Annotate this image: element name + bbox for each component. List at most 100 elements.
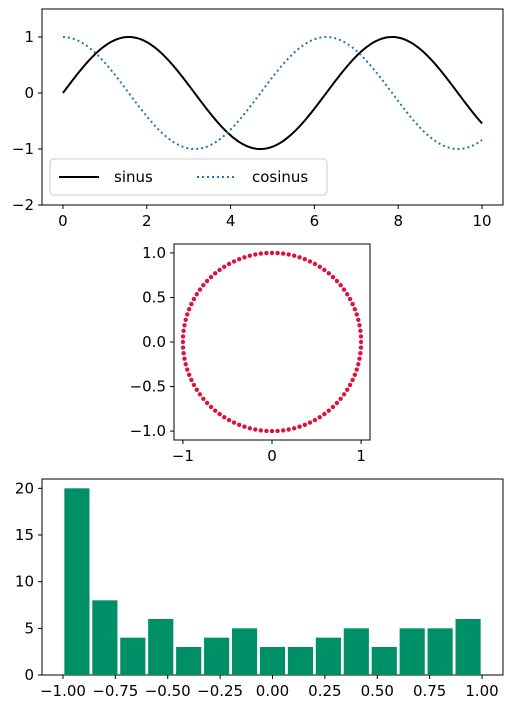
scatter-point [350, 377, 355, 383]
scatter-point [217, 267, 222, 273]
histogram-bar [371, 647, 397, 675]
scatter-point [242, 255, 247, 260]
scatter-point [191, 296, 197, 302]
histogram-ytick-label: 0 [24, 666, 34, 684]
scatter-chart-xtick-label: 1 [356, 447, 366, 465]
scatter-point [297, 255, 302, 260]
histogram-xtick-label: −0.25 [197, 682, 243, 700]
scatter-point [208, 274, 214, 280]
scatter-point [347, 382, 353, 388]
line-chart-xtick-label: 8 [393, 212, 403, 230]
scatter-point [356, 361, 361, 367]
scatter-point [330, 404, 336, 410]
scatter-chart-ytick-label: 1.0 [142, 244, 166, 262]
histogram-xtick-label: 0.25 [308, 682, 341, 700]
scatter-point [317, 415, 322, 420]
scatter-point [358, 334, 364, 339]
line-chart-ytick-label: 0 [24, 84, 34, 102]
histogram-chart: −1.00 −0.75 −0.50 −0.25 0.00 0.25 0.50 0.75 1.00… [15, 478, 504, 700]
line-chart-ytick-label: −2 [12, 196, 34, 214]
histogram-ytick-label: 10 [15, 573, 34, 591]
scatter-point [352, 307, 358, 312]
scatter-point [341, 392, 347, 397]
series-cosinus-line [62, 36, 483, 151]
scatter-point [297, 424, 302, 429]
histogram-xtick-label: 0.00 [256, 682, 289, 700]
scatter-point [237, 256, 242, 262]
scatter-point [326, 271, 331, 276]
histogram-ticks: −1.00 −0.75 −0.50 −0.25 0.00 0.25 0.50 0.75 1.00… [15, 479, 499, 700]
scatter-point [253, 427, 258, 432]
scatter-point [253, 252, 258, 257]
scatter-point [242, 424, 247, 429]
scatter-point [358, 328, 363, 334]
scatter-point [354, 312, 359, 317]
scatter-point [322, 411, 327, 417]
histogram-xtick-label: 0.50 [361, 682, 394, 700]
scatter-point [322, 267, 327, 273]
histogram-bar [64, 488, 90, 675]
line-chart-xtick-label: 0 [58, 212, 68, 230]
histogram-xtick-label: 0.75 [413, 682, 446, 700]
scatter-point [350, 301, 355, 307]
scatter-point [317, 264, 322, 269]
scatter-point [186, 372, 192, 377]
histogram-bars [64, 488, 481, 675]
scatter-point [291, 426, 297, 431]
scatter-point [330, 274, 336, 280]
scatter-point [183, 361, 188, 367]
scatter-point [264, 250, 269, 256]
histogram-bar [343, 628, 369, 675]
scatter-point [307, 420, 313, 425]
histogram-bar [287, 647, 314, 675]
scatter-point [201, 283, 206, 288]
scatter-point [338, 283, 343, 288]
scatter-point [183, 317, 188, 323]
line-chart-legend: sinus cosinus [49, 158, 328, 196]
scatter-point [338, 396, 343, 401]
scatter-point [194, 387, 199, 392]
scatter-point [213, 408, 218, 413]
scatter-chart-ytick-label: 0.5 [142, 288, 166, 306]
scatter-point [186, 307, 192, 312]
histogram-bar [399, 628, 425, 675]
scatter-point [286, 427, 291, 432]
scatter-point [181, 328, 186, 334]
scatter-point [326, 408, 331, 413]
scatter-point [231, 420, 237, 425]
scatter-point [354, 367, 359, 372]
scatter-chart-ytick-label: −0.5 [130, 378, 166, 396]
histogram-ytick-label: 5 [24, 619, 34, 637]
scatter-point [194, 292, 199, 297]
line-chart-xtick-label: 10 [472, 212, 491, 230]
histogram-ytick-label: 20 [15, 479, 34, 497]
scatter-point [302, 422, 307, 428]
scatter-point [208, 404, 214, 410]
scatter-point [217, 411, 222, 417]
scatter-point [345, 292, 350, 297]
scatter-point [347, 296, 353, 302]
legend-box [49, 158, 328, 196]
scatter-point [312, 261, 318, 267]
scatter-point [180, 339, 186, 345]
scatter-point [280, 428, 286, 433]
scatter-point [357, 356, 362, 361]
scatter-point [258, 428, 264, 433]
scatter-point [264, 428, 269, 434]
scatter-point [269, 250, 275, 256]
scatter-chart-xtick-label: −1 [172, 447, 194, 465]
histogram-xtick-label: −0.50 [145, 682, 191, 700]
scatter-point [189, 377, 194, 383]
histogram-xtick-label: 1.00 [465, 682, 498, 700]
scatter-point [302, 256, 307, 262]
scatter-point [204, 400, 210, 406]
scatter-chart-points [180, 250, 364, 434]
scatter-point [180, 334, 186, 339]
histogram-bar [92, 600, 118, 675]
histogram-bar [259, 647, 286, 675]
histogram-xtick-label: −1.00 [40, 682, 86, 700]
scatter-point [185, 312, 190, 317]
histogram-bar [120, 637, 146, 675]
histogram-bar [455, 619, 481, 675]
